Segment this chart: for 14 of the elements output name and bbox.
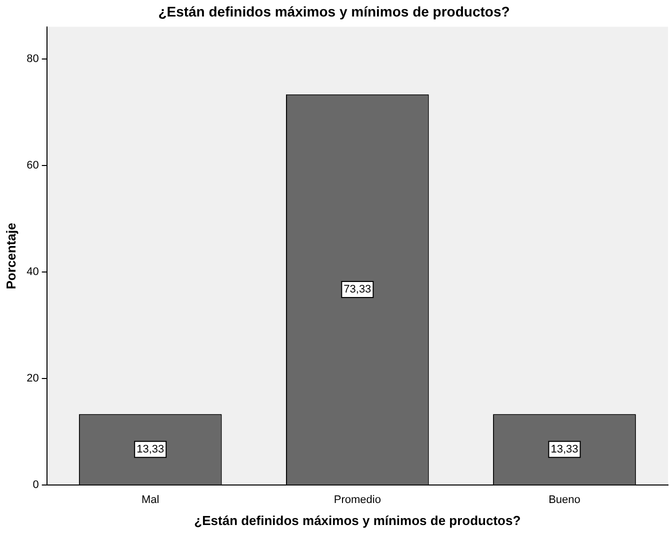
- y-tick-label: 20: [26, 372, 39, 385]
- y-tick-label: 40: [26, 266, 39, 278]
- y-axis-title: Porcentaje: [3, 222, 18, 290]
- data-label: 73,33: [344, 284, 372, 296]
- x-tick-label: Promedio: [334, 494, 381, 506]
- y-tick-label: 0: [32, 479, 39, 492]
- x-axis-title: ¿Están definidos máximos y mínimos de productos?: [194, 512, 521, 528]
- x-tick-label: Mal: [141, 494, 160, 506]
- y-tick-label: 80: [26, 52, 39, 65]
- chart-title: ¿Están definidos máximos y mínimos de productos?: [158, 3, 510, 20]
- y-tick-label: 60: [26, 159, 39, 172]
- x-tick-label: Bueno: [548, 494, 580, 506]
- data-label: 13,33: [136, 443, 164, 456]
- data-label: 13,33: [550, 443, 578, 456]
